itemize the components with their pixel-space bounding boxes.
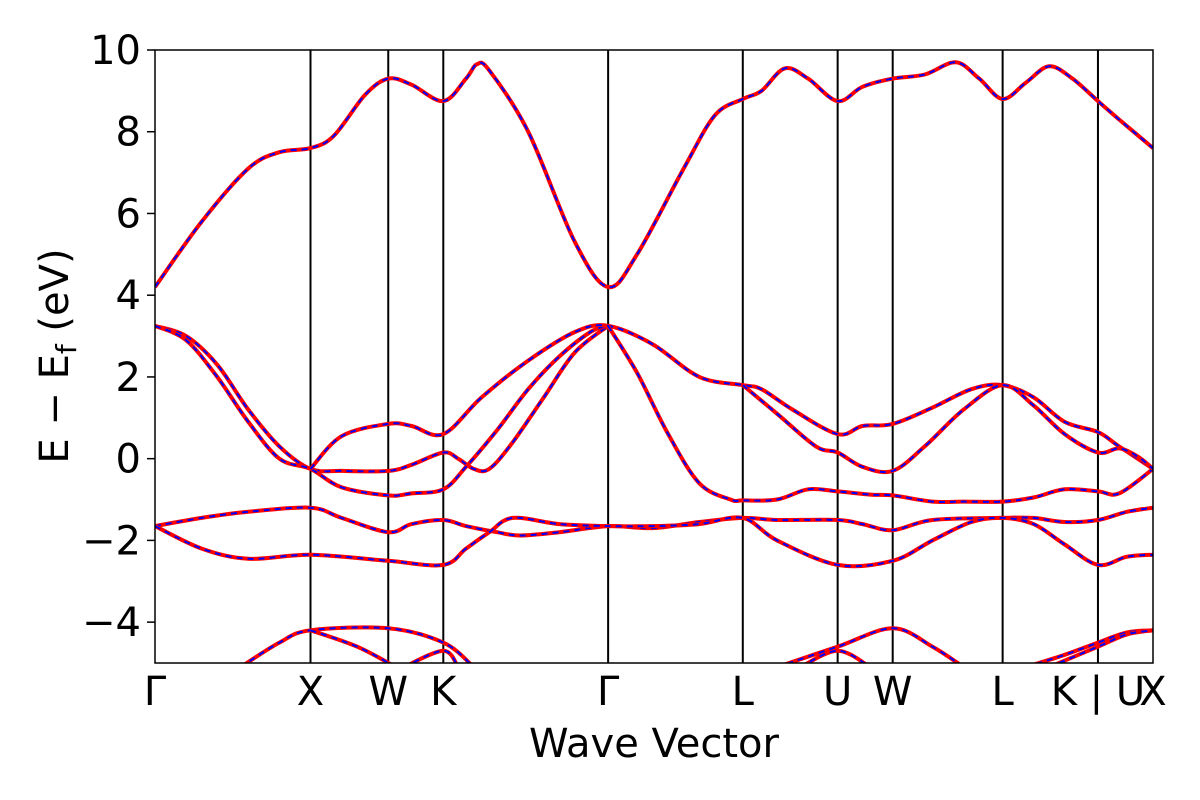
y-tick-label: 10 <box>90 28 141 74</box>
x-tick-label: L <box>732 669 755 715</box>
y-axis-title-subscript: f <box>50 343 83 354</box>
band-line-dashed <box>786 627 960 663</box>
band-line-dashed <box>155 324 609 473</box>
x-tick-label: U <box>823 669 852 715</box>
band-line-dashed <box>310 629 391 663</box>
y-tick-label: −2 <box>82 518 141 564</box>
x-tick-label: Γ <box>597 669 620 715</box>
y-axis-title-suffix: (eV) <box>32 248 78 344</box>
band-line-dashed <box>309 324 1153 470</box>
band-line-dashed <box>1056 629 1153 663</box>
band-line-solid <box>155 323 609 498</box>
x-tick-label: L <box>991 669 1014 715</box>
y-axis-ticks: 10 8 6 4 2 0 −2 −4 <box>82 28 155 646</box>
y-tick-label: 4 <box>116 273 141 319</box>
band-line-dashed <box>155 61 1153 289</box>
x-tick-label: X <box>297 669 324 715</box>
y-tick-label: 6 <box>116 191 141 237</box>
band-line-solid <box>243 625 473 663</box>
plot-frame <box>154 49 1154 664</box>
band-line-dashed <box>155 516 1153 568</box>
x-tick-label: X <box>1139 669 1166 715</box>
y-tick-label: 0 <box>116 437 141 483</box>
x-tick-label: Γ <box>144 669 167 715</box>
x-tick-label: W <box>873 669 913 715</box>
x-tick-label: W <box>368 669 408 715</box>
band-lines <box>155 60 1153 663</box>
x-tick-label: K | U <box>1051 669 1145 715</box>
x-tick-label: K <box>430 669 458 715</box>
y-tick-label: 2 <box>116 355 141 401</box>
band-line-solid <box>606 324 1153 505</box>
plot-background <box>155 50 1153 663</box>
y-tick-label: 8 <box>116 110 141 156</box>
y-axis-title-main: E − E <box>32 354 78 464</box>
x-axis-title: Wave Vector <box>529 721 780 767</box>
y-axis-title: E − Ef (eV) <box>32 248 83 463</box>
y-tick-label: −4 <box>82 600 141 646</box>
band-line-dashed <box>742 384 1153 474</box>
